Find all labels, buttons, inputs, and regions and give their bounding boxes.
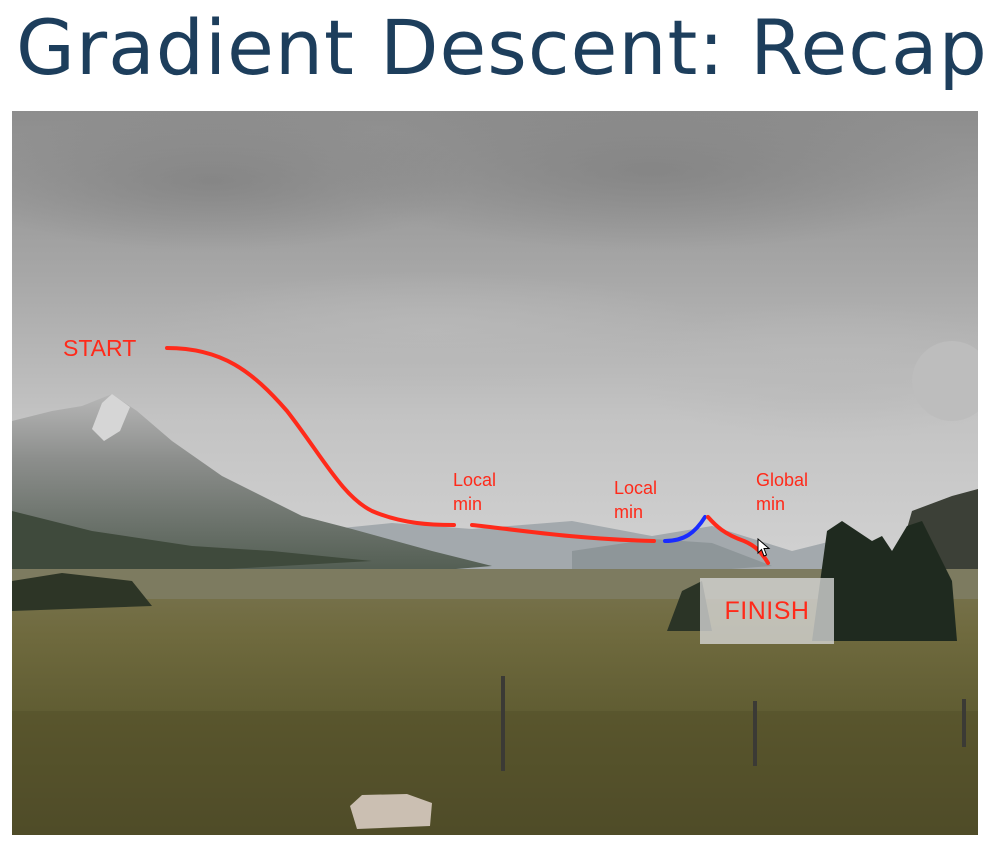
local-min-label-2-line-1: Local [614, 478, 658, 498]
local-min-label-1: Local min [453, 468, 496, 516]
descent-path-segment-2 [470, 523, 656, 543]
local-min-label-1-line-1: Local [453, 470, 497, 490]
finish-box: FINISH [700, 578, 834, 644]
descent-path-highlight [663, 515, 707, 543]
local-min-label-1-line-2: min [453, 494, 483, 514]
descent-path-segment-1 [165, 346, 456, 527]
start-label: START [63, 335, 137, 361]
local-min-label-2: Local min [614, 476, 657, 524]
local-min-label-2-line-2: min [614, 502, 644, 522]
descent-path-segment-3 [706, 515, 770, 565]
slide-title: Gradient Descent: Recap [16, 3, 988, 92]
global-min-label: Global min [756, 468, 808, 516]
landscape-photo [12, 111, 978, 835]
mouse-pointer-icon [757, 537, 771, 563]
finish-label: FINISH [724, 596, 810, 625]
global-min-label-line-1: Global [756, 470, 809, 490]
landscape-image [12, 111, 978, 835]
global-min-label-line-2: min [756, 494, 786, 514]
